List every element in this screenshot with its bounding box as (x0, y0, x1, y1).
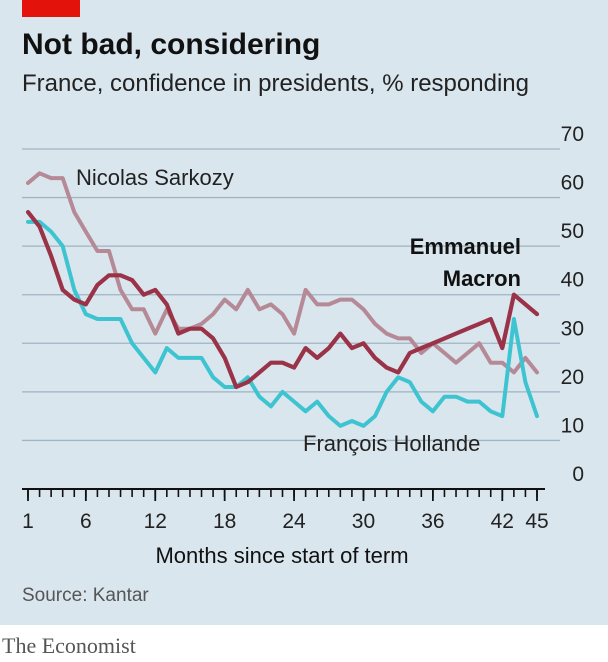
series-labels: Nicolas Sarkozy François Hollande Emmanuel… (76, 165, 521, 456)
x-axis: 1 6 12 18 24 30 36 42 45 (22, 488, 549, 533)
x-tick-label-12: 12 (144, 510, 167, 533)
series-label-macron-2: Macron (443, 266, 521, 291)
y-tick-label-60: 60 (561, 172, 584, 195)
y-tick-label-0: 0 (572, 463, 584, 486)
gridlines (22, 148, 560, 442)
chart-title: Not bad, considering (22, 28, 321, 61)
y-tick-label-20: 20 (561, 366, 584, 389)
chart-subtitle: France, confidence in presidents, % resp… (22, 70, 529, 97)
line-chart: 0 10 20 30 40 50 60 70 1 6 12 18 24 30 36 42 45 Nicolas… (22, 123, 584, 568)
series-line-macron (25, 210, 540, 390)
series-label-macron-1: Emmanuel (410, 234, 521, 259)
series-label-sarkozy: Nicolas Sarkozy (76, 165, 234, 190)
publisher-logo: The Economist (2, 633, 136, 658)
chart-panel (0, 0, 608, 625)
brand-accent-bar (22, 0, 80, 17)
y-tick-label-10: 10 (561, 414, 584, 437)
x-tick-label-6: 6 (80, 510, 92, 533)
y-axis-ticks: 0 10 20 30 40 50 60 70 (561, 123, 584, 486)
x-tick-label-24: 24 (282, 510, 306, 533)
y-tick-label-30: 30 (561, 317, 584, 340)
x-tick-label-1: 1 (22, 510, 34, 533)
x-tick-label-30: 30 (352, 510, 375, 533)
x-tick-label-45: 45 (525, 510, 548, 533)
x-axis-label: Months since start of term (155, 543, 408, 568)
y-tick-label-70: 70 (561, 123, 584, 146)
x-tick-label-42: 42 (491, 510, 514, 533)
series-label-hollande: François Hollande (303, 431, 480, 456)
x-tick-label-18: 18 (213, 510, 236, 533)
source-note: Source: Kantar (22, 585, 149, 606)
y-tick-label-40: 40 (561, 269, 584, 292)
y-tick-label-50: 50 (561, 220, 584, 243)
series-line-sarkozy (26, 171, 539, 375)
series-lines (25, 171, 540, 428)
x-tick-label-36: 36 (421, 510, 444, 533)
series-line-hollande (26, 219, 539, 428)
